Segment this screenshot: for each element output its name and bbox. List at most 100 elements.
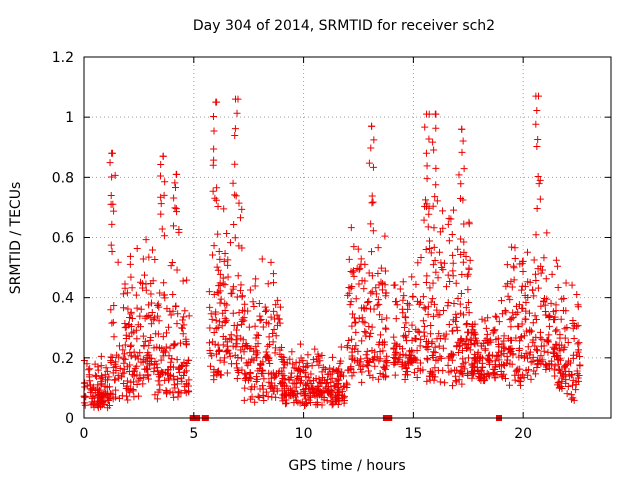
data-point bbox=[494, 334, 502, 342]
data-point bbox=[505, 381, 513, 389]
data-point bbox=[133, 362, 141, 370]
data-point bbox=[172, 302, 180, 310]
data-point bbox=[162, 343, 170, 351]
data-point bbox=[181, 307, 189, 315]
data-point bbox=[390, 344, 398, 352]
data-point bbox=[463, 319, 471, 327]
data-point bbox=[114, 258, 122, 266]
data-point bbox=[517, 381, 525, 389]
data-point bbox=[137, 305, 145, 313]
data-point bbox=[164, 365, 172, 373]
data-point bbox=[124, 396, 132, 404]
data-point bbox=[105, 373, 113, 381]
chart-title: Day 304 of 2014, SRMTID for receiver sch… bbox=[193, 18, 495, 34]
data-point bbox=[335, 397, 343, 405]
data-point bbox=[123, 385, 131, 393]
data-point bbox=[269, 270, 277, 278]
data-point bbox=[557, 356, 565, 364]
data-point bbox=[318, 401, 326, 409]
data-point bbox=[421, 322, 429, 330]
data-point bbox=[471, 354, 479, 362]
data-point bbox=[343, 381, 351, 389]
data-point bbox=[367, 305, 375, 313]
data-point bbox=[444, 271, 452, 279]
data-point bbox=[563, 390, 571, 398]
data-point bbox=[270, 279, 278, 287]
data-point bbox=[533, 205, 541, 213]
data-point bbox=[551, 362, 559, 370]
data-point bbox=[179, 277, 187, 285]
data-point bbox=[119, 304, 127, 312]
data-point bbox=[247, 385, 255, 393]
axis-ticks: 0 5 10 15 20 0 0.2 0.4 0.6 0.8 1 1.2 bbox=[52, 50, 611, 442]
data-point bbox=[295, 358, 303, 366]
data-point bbox=[236, 287, 244, 295]
data-point bbox=[534, 173, 542, 181]
data-point bbox=[423, 162, 431, 170]
data-point bbox=[142, 236, 150, 244]
data-point bbox=[413, 373, 421, 381]
data-point bbox=[457, 180, 465, 188]
data-point bbox=[86, 365, 94, 373]
data-point bbox=[383, 359, 391, 367]
data-point bbox=[125, 320, 133, 328]
data-point bbox=[464, 286, 472, 294]
data-point bbox=[280, 372, 288, 380]
data-point bbox=[436, 378, 444, 386]
data-point bbox=[213, 184, 221, 192]
data-point bbox=[574, 322, 582, 330]
data-point bbox=[218, 322, 226, 330]
data-point bbox=[280, 390, 288, 398]
data-point bbox=[369, 227, 377, 235]
data-point bbox=[401, 331, 409, 339]
data-point bbox=[399, 309, 407, 317]
data-point bbox=[229, 285, 237, 293]
data-point bbox=[381, 357, 389, 365]
data-point bbox=[233, 326, 241, 334]
data-point bbox=[478, 371, 486, 379]
data-point bbox=[180, 321, 188, 329]
data-point bbox=[212, 196, 220, 204]
data-point bbox=[262, 306, 270, 314]
data-point bbox=[408, 321, 416, 329]
data-point bbox=[237, 320, 245, 328]
data-point bbox=[393, 301, 401, 309]
data-point bbox=[205, 288, 213, 296]
data-point bbox=[514, 365, 522, 373]
data-point bbox=[424, 303, 432, 311]
data-point bbox=[185, 376, 193, 384]
data-point bbox=[290, 399, 298, 407]
data-point bbox=[265, 333, 273, 341]
data-point bbox=[246, 286, 254, 294]
data-point bbox=[320, 387, 328, 395]
data-point bbox=[507, 315, 515, 323]
data-point bbox=[119, 290, 127, 298]
peak-point bbox=[232, 95, 240, 103]
data-point bbox=[242, 359, 250, 367]
data-point bbox=[221, 354, 229, 362]
data-point bbox=[533, 107, 541, 115]
data-point bbox=[107, 200, 115, 208]
data-point bbox=[468, 322, 476, 330]
data-point bbox=[210, 366, 218, 374]
data-point bbox=[216, 270, 224, 278]
data-point bbox=[254, 392, 262, 400]
data-point bbox=[526, 278, 534, 286]
data-point bbox=[362, 351, 370, 359]
data-point bbox=[156, 289, 164, 297]
data-point bbox=[165, 352, 173, 360]
data-point bbox=[545, 322, 553, 330]
y-axis-label: SRMTID / TECUs bbox=[8, 182, 24, 295]
data-point bbox=[131, 367, 139, 375]
data-point bbox=[109, 318, 117, 326]
data-point bbox=[421, 123, 429, 131]
data-point bbox=[148, 246, 156, 254]
data-point bbox=[374, 244, 382, 252]
data-point bbox=[167, 311, 175, 319]
data-point bbox=[348, 372, 356, 380]
data-point bbox=[526, 309, 534, 317]
data-point bbox=[545, 312, 553, 320]
data-point bbox=[241, 369, 249, 377]
data-point bbox=[453, 343, 461, 351]
data-point bbox=[422, 149, 430, 157]
